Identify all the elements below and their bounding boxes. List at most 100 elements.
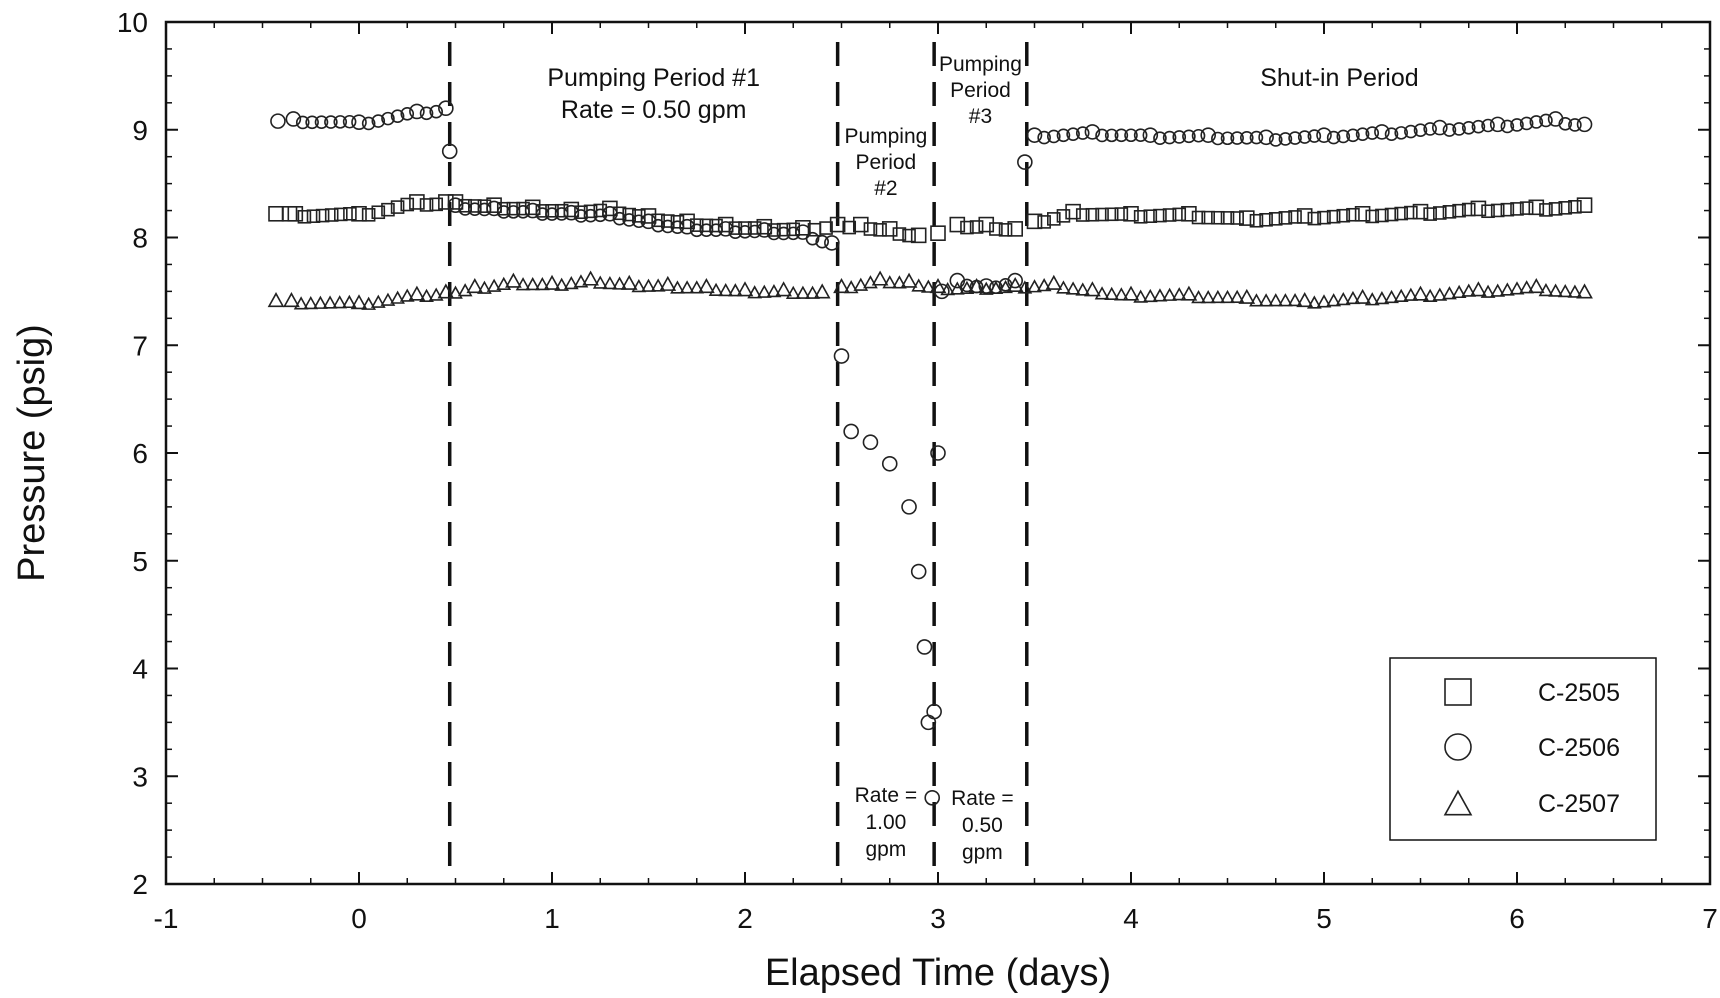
x-tick-label: 4 <box>1123 903 1139 934</box>
data-point <box>1075 208 1090 222</box>
data-point <box>1442 286 1457 300</box>
data-point <box>268 205 284 222</box>
annotations: Pumping Period #1 Rate = 0.50 gpm Pumping P… <box>547 53 1418 864</box>
data-point <box>293 296 309 310</box>
x-axis-title: Elapsed Time (days) <box>765 952 1111 994</box>
x-tick-label: 1 <box>544 903 560 934</box>
data-point <box>916 639 933 655</box>
data-point <box>1258 129 1274 146</box>
data-point <box>477 199 492 213</box>
data-point <box>1288 131 1302 145</box>
y-tick-label: 7 <box>132 330 148 361</box>
data-point <box>959 280 975 294</box>
data-point <box>1278 293 1293 307</box>
data-point <box>1374 124 1390 140</box>
data-point <box>1017 280 1033 294</box>
data-point <box>1238 288 1256 304</box>
data-point <box>602 275 618 290</box>
data-point <box>1335 291 1351 306</box>
data-point <box>1451 284 1467 299</box>
data-point <box>1114 128 1129 143</box>
data-point <box>496 276 512 290</box>
y-axis-title: Pressure (psig) <box>11 324 53 582</box>
data-point <box>1568 118 1582 132</box>
data-point <box>592 275 608 289</box>
data-point <box>438 100 454 116</box>
data-point <box>1471 119 1486 134</box>
data-point <box>968 278 985 294</box>
data-point <box>313 295 328 309</box>
data-point <box>1191 210 1206 225</box>
data-point <box>843 280 859 294</box>
data-point <box>640 213 657 230</box>
annotation-shutin: Shut-in Period <box>1260 64 1418 92</box>
data-point <box>1394 126 1408 140</box>
data-point <box>892 227 907 241</box>
data-point <box>506 201 521 216</box>
data-point <box>267 292 285 308</box>
data-point <box>1162 130 1177 145</box>
x-tick-label: 3 <box>930 903 946 934</box>
data-point <box>381 111 395 126</box>
data-point <box>305 115 319 130</box>
data-point <box>1114 207 1129 221</box>
data-point <box>1084 281 1101 297</box>
data-point <box>1036 278 1052 292</box>
data-point <box>1422 288 1438 303</box>
data-point <box>862 434 879 451</box>
data-point <box>295 115 310 130</box>
data-point <box>650 278 666 292</box>
data-point <box>717 221 734 237</box>
data-point <box>602 205 618 222</box>
data-point <box>1200 289 1216 304</box>
data-point <box>747 224 762 239</box>
data-point <box>1345 290 1361 305</box>
data-point <box>871 270 889 286</box>
data-point <box>281 205 298 222</box>
data-point <box>882 275 898 289</box>
data-point <box>419 106 434 121</box>
legend: C-2505 C-2506 C-2507 <box>1389 657 1657 841</box>
annotation-rate3: Rate = <box>951 787 1013 810</box>
data-point <box>1104 128 1119 143</box>
data-point <box>1104 286 1120 300</box>
data-point <box>949 216 966 233</box>
x-tick-label: 6 <box>1509 903 1525 934</box>
annotation-period1: Pumping Period #1 <box>547 64 760 92</box>
data-point <box>1384 207 1399 222</box>
data-point <box>1152 288 1168 302</box>
legend-label: C-2505 <box>1538 679 1620 707</box>
data-point <box>1336 208 1351 223</box>
data-point <box>466 278 484 294</box>
legend-marker-triangle <box>1443 789 1473 816</box>
data-point <box>409 103 425 120</box>
data-point <box>1133 128 1148 142</box>
data-point <box>1354 205 1371 222</box>
data-point <box>370 294 386 308</box>
data-point <box>1026 213 1043 230</box>
data-point <box>1220 211 1235 225</box>
data-point <box>1142 127 1159 143</box>
data-point <box>1162 208 1177 222</box>
data-point <box>718 282 734 297</box>
data-point <box>1480 284 1496 298</box>
data-point <box>1027 279 1042 293</box>
data-point <box>1056 280 1071 294</box>
data-point <box>1142 288 1158 303</box>
data-point <box>738 225 752 239</box>
data-point <box>911 278 927 292</box>
data-point <box>1240 130 1254 145</box>
data-point <box>535 207 550 221</box>
data-point <box>437 283 455 299</box>
legend-box <box>1389 657 1657 841</box>
data-point <box>409 194 425 210</box>
data-point <box>467 202 482 216</box>
data-point <box>1288 210 1302 224</box>
data-point <box>314 115 329 129</box>
data-point <box>333 115 348 129</box>
data-point <box>341 294 357 309</box>
data-point <box>1056 209 1071 223</box>
data-point <box>1017 154 1033 170</box>
data-point <box>805 285 820 299</box>
data-point <box>602 200 618 217</box>
